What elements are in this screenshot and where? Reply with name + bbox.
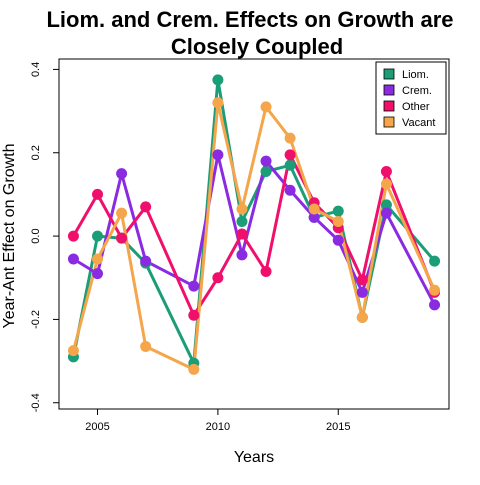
data-point-crem (236, 249, 248, 261)
data-point-other (67, 230, 79, 242)
data-point-other (188, 309, 200, 321)
legend-swatch (383, 68, 395, 80)
data-point-vacant (212, 97, 224, 109)
data-point-other (380, 166, 392, 177)
data-point-crem (67, 253, 79, 265)
legend-swatch (383, 100, 395, 112)
data-point-liom (236, 216, 248, 227)
x-tick-label: 2010 (206, 421, 230, 433)
data-point-vacant (92, 253, 104, 265)
data-point-vacant (380, 178, 392, 190)
data-point-vacant (356, 311, 368, 323)
data-point-crem (380, 207, 392, 219)
x-tick-label: 2005 (85, 421, 109, 433)
y-tick-label: -0.2 (30, 310, 42, 329)
legend-label: Other (402, 101, 430, 113)
data-point-vacant (332, 216, 344, 227)
y-axis-title: Year-Ant Effect on Growth (1, 144, 18, 329)
data-point-vacant (260, 101, 272, 113)
data-point-crem (92, 268, 104, 280)
data-point-crem (140, 255, 152, 267)
data-point-crem (308, 211, 320, 223)
data-point-vacant (236, 203, 248, 215)
y-axis: -0.4 -0.2 0.0 0.2 0.4 (30, 62, 59, 412)
data-point-crem (429, 299, 441, 311)
data-point-liom (212, 74, 224, 86)
legend-swatch (383, 84, 395, 96)
data-point-vacant (284, 132, 296, 144)
data-point-crem (260, 155, 272, 167)
x-axis: 2005 2010 2015 (85, 409, 351, 433)
y-tick-label: 0.0 (30, 228, 42, 243)
data-point-other (260, 266, 272, 277)
data-point-liom (260, 166, 272, 177)
data-point-crem (356, 286, 368, 298)
data-point-other (236, 228, 248, 240)
y-tick-label: -0.4 (30, 393, 42, 412)
chart-title-line1: Liom. and Crem. Effects on Growth are (46, 7, 453, 32)
x-tick-label: 2015 (326, 421, 350, 433)
data-point-crem (212, 149, 224, 161)
data-point-crem (188, 280, 200, 292)
series-layer (67, 74, 441, 375)
y-tick-label: 0.2 (30, 145, 42, 160)
data-point-other (140, 201, 152, 213)
data-point-other (116, 232, 128, 244)
data-point-vacant (308, 203, 320, 215)
data-point-vacant (188, 363, 200, 375)
data-point-liom (332, 205, 344, 217)
plot-frame (58, 58, 450, 410)
legend: Liom. Crem. Other Vacant (375, 61, 447, 135)
data-point-crem (332, 234, 344, 246)
data-point-liom (92, 230, 104, 242)
data-point-vacant (429, 284, 441, 296)
data-point-other (284, 149, 296, 161)
legend-swatch (383, 116, 395, 128)
y-tick-label: 0.4 (30, 62, 42, 77)
data-point-other (212, 272, 224, 284)
data-point-liom (380, 199, 392, 211)
data-point-vacant (116, 207, 128, 219)
data-point-other (92, 188, 104, 200)
legend-label: Vacant (402, 117, 435, 129)
data-point-liom (284, 159, 296, 171)
data-point-other (356, 274, 368, 286)
legend-label: Crem. (402, 85, 432, 97)
data-point-crem (284, 184, 296, 196)
data-point-liom (429, 255, 441, 267)
series-line-crem (71, 153, 437, 307)
chart-title-line2: Closely Coupled (171, 34, 343, 59)
data-point-vacant (67, 345, 79, 357)
data-point-crem (116, 168, 128, 180)
legend-label: Liom. (402, 69, 429, 81)
x-axis-title: Years (234, 449, 274, 466)
data-point-vacant (140, 341, 152, 352)
